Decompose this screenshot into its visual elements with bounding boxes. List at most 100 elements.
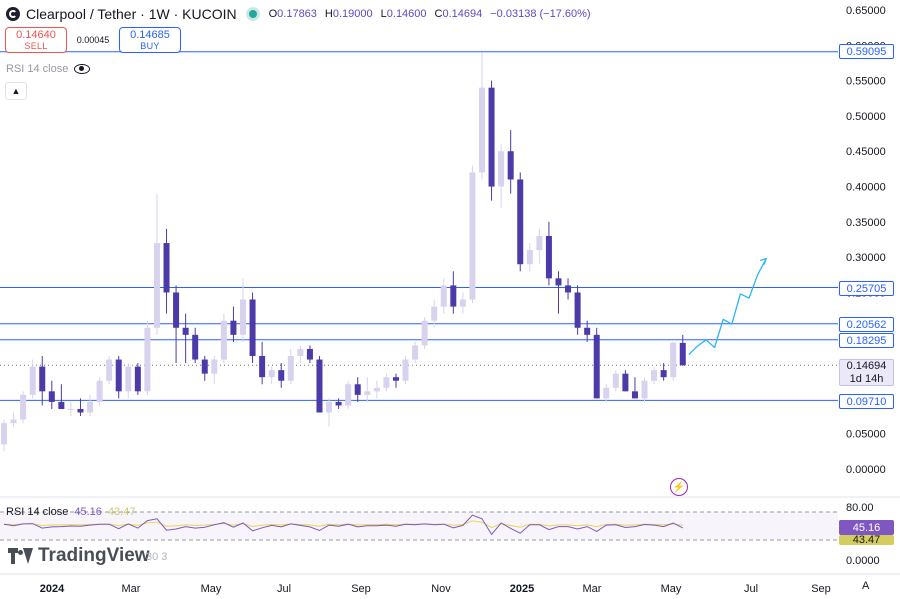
candle-body: [354, 384, 361, 395]
indicator-legend-label: RSI 14 close: [6, 63, 69, 75]
candle: [421, 317, 428, 349]
candle: [536, 228, 543, 265]
candle-body: [488, 87, 495, 187]
candle: [526, 243, 533, 272]
candle: [125, 363, 132, 399]
candle-body: [364, 391, 371, 395]
symbol-title[interactable]: Clearpool / Tether · 1W · KUCOIN: [26, 6, 237, 22]
rsi-tick-label: 0.0000: [846, 555, 880, 567]
candle-body: [431, 306, 438, 321]
ohlc-close: C0.14694: [434, 8, 483, 20]
candle-body: [412, 345, 419, 360]
candle-body: [584, 327, 591, 335]
sell-label: SELL: [24, 41, 48, 51]
candle: [115, 356, 122, 399]
candle-body: [479, 87, 485, 173]
candle-body: [220, 320, 227, 360]
candle: [287, 348, 294, 385]
trade-panel: 0.14640 SELL 0.00045 0.14685 BUY: [5, 27, 181, 53]
time-tick-label: 2025: [510, 583, 534, 595]
level-tag-5[interactable]: 0.09710: [839, 394, 894, 409]
candle: [584, 320, 591, 342]
candle-body: [651, 370, 658, 381]
candle: [144, 320, 151, 395]
market-open-indicator: [248, 10, 257, 18]
candle: [249, 292, 256, 364]
candle: [679, 334, 686, 366]
ohlc-readout: O0.17863 H0.19000 L0.14600 C0.14694 −0.0…: [269, 8, 591, 20]
candle: [306, 345, 313, 364]
candle: [498, 144, 505, 208]
candle: [316, 356, 323, 413]
candle: [87, 394, 94, 417]
price-tick-label: 0.50000: [846, 111, 886, 123]
rsi-pane-legend[interactable]: RSI 14 close 45.16 43.47: [6, 506, 135, 518]
candle-body: [10, 419, 17, 424]
sell-price: 0.14640: [16, 29, 56, 41]
ohlc-open: O0.17863: [268, 8, 317, 20]
ohlc-change: −0.03138 (−17.60%): [490, 8, 591, 20]
clearpool-logo-icon: [6, 7, 20, 21]
candle: [134, 363, 141, 395]
level-tag-2[interactable]: 0.25705: [839, 281, 894, 296]
collapse-legend-button[interactable]: ▲: [5, 82, 27, 100]
candle-body: [153, 243, 160, 328]
price-tick-label: 0.45000: [846, 146, 886, 158]
candle-body: [670, 342, 677, 378]
eye-icon[interactable]: [74, 64, 91, 74]
rsi-pane-faded-value: 43.47: [107, 506, 136, 518]
candle: [20, 391, 27, 424]
candle-body: [421, 320, 428, 346]
candle-body: [402, 359, 409, 381]
indicator-legend[interactable]: RSI 14 close: [6, 63, 91, 75]
candle-body: [631, 391, 638, 399]
rsi-pane-value: 45.16: [74, 506, 102, 518]
time-tick-label: Jul: [277, 583, 291, 595]
buy-button[interactable]: 0.14685 BUY: [119, 27, 181, 53]
candle-body: [612, 373, 619, 388]
time-tick-label: Jul: [744, 583, 758, 595]
ohlc-low: L0.14600: [380, 8, 427, 20]
candle-body: [278, 370, 285, 381]
candle-body: [383, 377, 390, 388]
candle: [392, 373, 399, 388]
candle-body: [316, 359, 323, 413]
candle: [354, 377, 361, 402]
sell-button[interactable]: 0.14640 SELL: [5, 27, 67, 53]
candle: [574, 285, 581, 335]
candle: [39, 356, 46, 406]
candle: [220, 313, 227, 364]
candle: [278, 363, 285, 388]
candle: [10, 412, 17, 427]
candle-body: [450, 285, 457, 307]
level-tag-3[interactable]: 0.20562: [839, 317, 894, 332]
candle-body: [134, 366, 141, 392]
time-tick-label: May: [201, 583, 222, 595]
lightning-icon[interactable]: ⚡: [670, 478, 688, 496]
candle-body: [555, 278, 562, 286]
candle-body: [144, 327, 151, 392]
candle-body: [173, 292, 180, 328]
level-tag-1[interactable]: 0.59095: [839, 44, 894, 59]
candle: [507, 130, 514, 194]
candle: [192, 327, 199, 364]
level-tag-4[interactable]: 0.18295: [839, 333, 894, 348]
candle-body: [603, 387, 610, 399]
candle-body: [1, 423, 7, 445]
time-tick-label: Sep: [351, 583, 371, 595]
candle: [163, 228, 170, 314]
candle: [96, 377, 103, 406]
auto-scale-button[interactable]: A: [862, 580, 870, 592]
candle: [565, 278, 572, 300]
price-tick-label: 0.40000: [846, 182, 886, 194]
candle-body: [77, 408, 84, 413]
candle: [469, 165, 476, 304]
candle: [173, 285, 180, 364]
chevron-up-icon: ▲: [11, 86, 21, 96]
candle: [459, 292, 466, 314]
candle: [29, 359, 36, 399]
price-tick-label: 0.35000: [846, 217, 886, 229]
candle-body: [326, 401, 333, 413]
candle: [326, 398, 333, 427]
